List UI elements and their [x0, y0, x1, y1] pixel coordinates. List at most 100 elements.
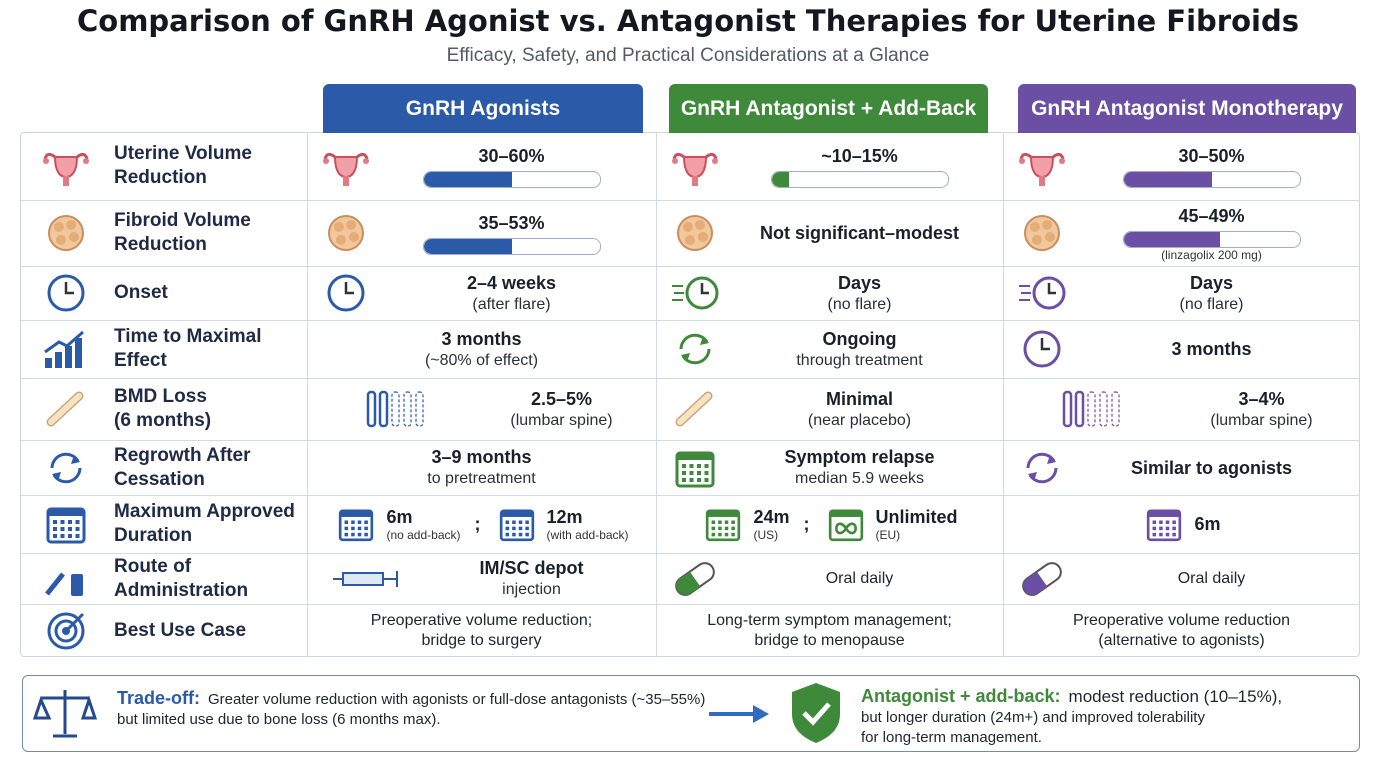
cycle-icon [1026, 452, 1058, 483]
cell-text: Similar to agonists [1077, 457, 1346, 479]
row-label: Fibroid Volume Reduction [114, 209, 251, 257]
fibroid-icon [328, 215, 364, 251]
cell-sub: (with add-back) [546, 528, 629, 542]
cell-sub: injection [502, 581, 561, 598]
cell-line: (alternative to agonists) [1098, 631, 1265, 649]
table-cell: 2–4 weeks (after flare) [307, 266, 656, 320]
footer-label: Trade-off: [117, 688, 200, 708]
row-divider [20, 440, 1360, 441]
cell-sub: (~80% of effect) [424, 351, 539, 369]
cell-text: IM/SC depot injection [421, 557, 642, 600]
table-cell: Oral daily [656, 553, 1003, 604]
row-label-cell: Fibroid Volume Reduction [20, 200, 307, 266]
table-cell: 3 months [1003, 320, 1360, 378]
fibroid-icon [670, 210, 720, 256]
infinity-icon [828, 509, 863, 542]
cell-sub: through treatment [796, 351, 923, 369]
progress-fill [1123, 171, 1212, 187]
row-label-cell: Time to Maximal Effect [20, 320, 307, 378]
fibroid-icon [34, 210, 98, 256]
footer-label: Antagonist + add-back: [861, 686, 1061, 706]
target-icon [47, 612, 85, 649]
progress-fill [1123, 231, 1221, 247]
row-label: Route of Administration [114, 555, 248, 603]
row-label-line: Administration [114, 579, 249, 601]
route-icon [34, 556, 98, 602]
cell-main: IM/SC depot [479, 558, 584, 578]
clock-icon [327, 274, 365, 312]
footer-line: but longer duration (24m+) and improved … [861, 708, 1282, 728]
infinity-icon [824, 503, 868, 545]
cell-main: 45–49% [1178, 205, 1245, 226]
cell-line: Oral daily [825, 569, 894, 587]
fastclock-icon [670, 270, 720, 316]
cell-main: 2–4 weeks [466, 272, 557, 293]
bone-icon [670, 386, 720, 432]
clock-icon [34, 270, 98, 316]
table-cell: Similar to agonists [1003, 440, 1360, 495]
calendar-icon [499, 509, 534, 542]
cell-text: Long-term symptom management; bridge to m… [670, 611, 989, 651]
row-label-cell: BMD Loss (6 months) [20, 378, 307, 440]
calendar-icon [675, 451, 715, 487]
footer-text: for long-term management. [861, 729, 1042, 746]
column-divider [1003, 132, 1004, 657]
table-cell: 45–49% (linzagolix 200 mg) [1003, 200, 1360, 266]
clock-icon [47, 274, 85, 312]
table-cell: 6m (no add-back); 12m (with add-back) [307, 495, 656, 553]
cell-main: Unlimited [875, 507, 958, 527]
cell-text: 3 months (~80% of effect) [321, 328, 642, 371]
table-cell: Not significant–modest [656, 200, 1003, 266]
row-divider [20, 553, 1360, 554]
cycle-icon [679, 333, 711, 365]
cell-text: Not significant–modest [730, 222, 989, 244]
cell-main: Similar to agonists [1130, 457, 1293, 478]
cell-main: 3 months [1171, 339, 1252, 359]
column-header: GnRH Antagonist + Add-Back [669, 84, 988, 133]
uterus-icon [670, 143, 720, 189]
row-label: Best Use Case [114, 619, 246, 643]
row-label: Regrowth After Cessation [114, 444, 251, 492]
duration-item: 6m (no add-back) [334, 503, 461, 545]
bones-icon [366, 390, 424, 428]
fastclock-icon [1017, 270, 1067, 316]
table-cell: 2.5–5% (lumbar spine) [307, 378, 656, 440]
progress-bar [1122, 230, 1301, 248]
cell-text: Minimal (near placebo) [730, 388, 989, 431]
row-label: Time to Maximal Effect [114, 325, 261, 373]
cycle-icon [670, 326, 720, 372]
cell-main: 6m [386, 507, 413, 527]
table-cell: Preoperative volume reduction; bridge to … [307, 604, 656, 657]
row-label-line: Fibroid Volume [114, 210, 251, 231]
cell-text: Days (no flare) [1077, 272, 1346, 315]
pill-icon [1022, 561, 1062, 596]
footer-line: Antagonist + add-back: modest reduction (… [861, 686, 1282, 708]
progress-fill [423, 171, 512, 187]
cell-sub: (no add-back) [386, 528, 461, 542]
table-cell: ~10–15% [656, 132, 1003, 200]
row-label: Maximum Approved Duration [114, 500, 295, 548]
uterus-icon [1019, 152, 1065, 186]
uterus-icon [43, 152, 89, 186]
cell-line: bridge to surgery [421, 631, 542, 649]
cell-text: Oral daily [730, 569, 989, 589]
cell-main: 30–50% [1178, 145, 1245, 166]
row-label-cell: Onset [20, 266, 307, 320]
row-label-line: Reduction [114, 167, 207, 188]
target-icon [34, 608, 98, 654]
progress-bar [770, 170, 949, 188]
footer-text: but longer duration (24m+) and improved … [861, 709, 1205, 726]
table-cell: Preoperative volume reduction (alternativ… [1003, 604, 1360, 657]
fibroid-icon [1024, 215, 1060, 251]
cell-text: 2–4 weeks (after flare) [381, 272, 642, 315]
cycle-icon [50, 452, 82, 483]
cell-main: Days [1189, 272, 1234, 293]
footer-text: but limited use due to bone loss (6 mont… [117, 711, 441, 728]
uterus-icon [1017, 143, 1067, 189]
clock-icon [1017, 326, 1067, 372]
cell-line: Oral daily [1177, 569, 1246, 587]
row-divider [20, 378, 1360, 379]
cell-main: 35–53% [478, 212, 545, 233]
cell-sub: (near placebo) [807, 411, 912, 429]
table-cell: 30–50% [1003, 132, 1360, 200]
